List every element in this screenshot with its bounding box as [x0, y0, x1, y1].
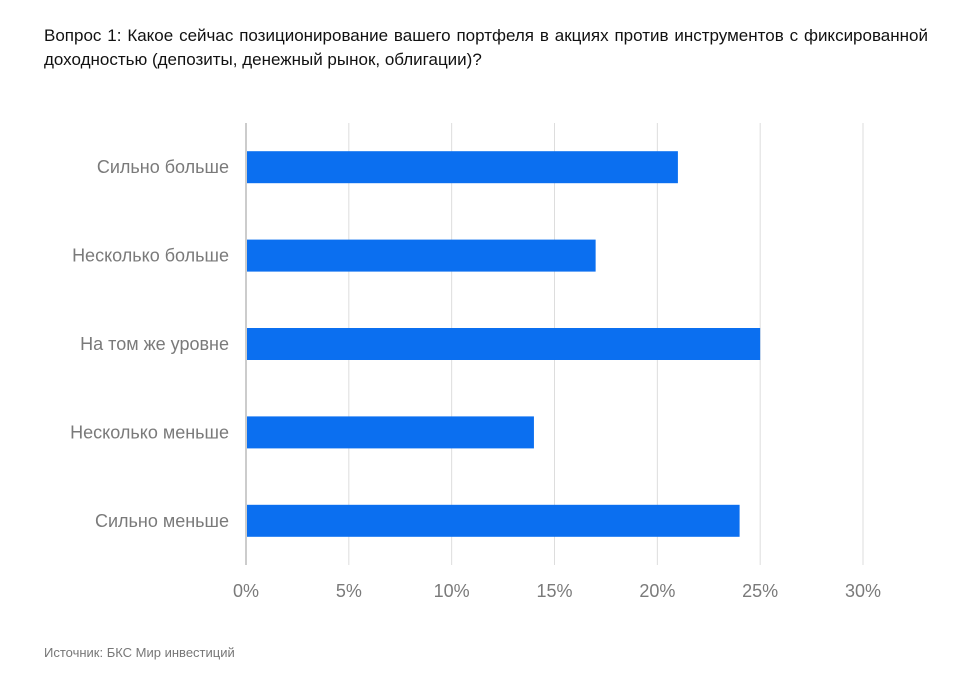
- category-label: Сильно меньше: [95, 511, 229, 531]
- x-tick-label: 0%: [233, 581, 259, 601]
- category-label: Сильно больше: [97, 157, 229, 177]
- category-label: Несколько меньше: [70, 422, 229, 442]
- x-tick-label: 30%: [845, 581, 881, 601]
- x-tick-label: 10%: [434, 581, 470, 601]
- chart-title: Вопрос 1: Какое сейчас позиционирование …: [44, 26, 928, 69]
- category-label: На том же уровне: [80, 334, 229, 354]
- x-tick-label: 15%: [536, 581, 572, 601]
- x-tick-label: 25%: [742, 581, 778, 601]
- x-tick-label: 5%: [336, 581, 362, 601]
- bar: [247, 504, 740, 537]
- source-note: Источник: БКС Мир инвестиций: [44, 645, 235, 660]
- bar: [247, 416, 534, 449]
- x-tick-label: 20%: [639, 581, 675, 601]
- category-label: Несколько больше: [72, 246, 229, 266]
- bar: [247, 328, 761, 360]
- bar: [247, 151, 678, 184]
- bar: [247, 239, 596, 272]
